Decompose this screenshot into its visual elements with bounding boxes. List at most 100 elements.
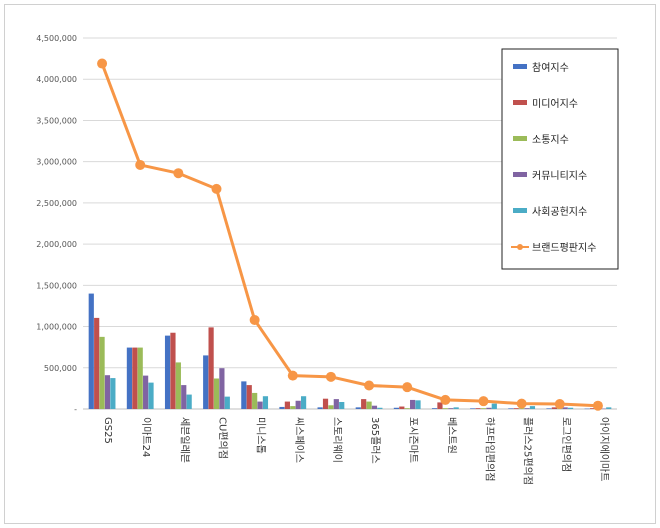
y-tick-label: 1,000,000	[36, 323, 77, 332]
line-point	[249, 314, 260, 325]
bar	[208, 327, 214, 409]
bar	[508, 408, 514, 409]
y-tick-label: 500,000	[44, 364, 77, 373]
legend-marker	[517, 244, 523, 250]
bar	[170, 332, 176, 409]
bar	[257, 401, 263, 409]
bar	[126, 347, 133, 409]
bar	[475, 408, 481, 409]
bar	[606, 407, 612, 409]
bar	[295, 400, 301, 409]
bar	[399, 406, 405, 409]
legend-label: 미디어지수	[532, 98, 578, 110]
x-tick-label: 플러스25편의점	[522, 417, 534, 485]
bar	[491, 403, 497, 409]
bar	[371, 405, 378, 409]
x-tick-label: GS25	[102, 417, 113, 444]
bar	[186, 394, 192, 409]
bar	[175, 362, 181, 409]
bar	[431, 408, 438, 409]
bar	[442, 408, 448, 409]
x-tick-label: 미니스톱	[255, 417, 267, 454]
series-line	[100, 63, 598, 408]
y-tick-label: 2,000,000	[36, 240, 77, 249]
bar	[470, 408, 476, 409]
line-point	[211, 183, 222, 194]
bar	[567, 407, 574, 409]
line-point	[173, 168, 184, 179]
legend-swatch	[513, 64, 527, 69]
bar	[203, 355, 209, 409]
bar	[300, 396, 307, 409]
y-tick-label: 1,500,000	[36, 281, 77, 290]
bar	[486, 407, 492, 409]
legend-swatch	[513, 136, 527, 141]
y-tick-label: -	[74, 405, 77, 414]
bar	[284, 401, 290, 409]
bar	[513, 408, 519, 409]
bar	[339, 401, 345, 409]
bar	[453, 407, 459, 409]
bar	[262, 396, 269, 409]
bar	[361, 399, 367, 409]
y-tick-label: 3,000,000	[36, 158, 77, 167]
x-tick-label: 포시즌마트	[407, 417, 419, 463]
bar	[181, 385, 187, 409]
line-point	[592, 400, 603, 411]
line-point	[287, 370, 298, 381]
bar	[546, 408, 552, 409]
line-point	[364, 380, 375, 391]
bar	[600, 408, 606, 410]
bar	[415, 400, 421, 409]
x-tick-label: 365플러스	[369, 417, 381, 464]
legend-box	[501, 48, 619, 270]
bar	[213, 378, 220, 409]
x-tick-label: 베스트원	[445, 417, 457, 454]
x-tick-label: CU편의점	[217, 417, 229, 459]
legend-label: 소통지수	[532, 134, 569, 146]
line-series	[97, 58, 603, 411]
bar	[94, 317, 100, 409]
bar	[148, 382, 154, 409]
bar	[99, 336, 105, 409]
legend-label: 참여지수	[532, 62, 569, 74]
line-point	[97, 58, 108, 69]
line-point	[478, 396, 489, 407]
x-tick-label: 로그인편의점	[560, 417, 572, 472]
bar-series	[88, 293, 612, 410]
x-tick-label: 스토리웨이	[331, 417, 343, 463]
bar	[322, 398, 329, 409]
line-point	[554, 399, 565, 410]
legend-label: 브랜드평판지수	[532, 242, 596, 254]
bar	[448, 408, 454, 409]
y-tick-label: 4,500,000	[36, 34, 77, 43]
bar	[551, 407, 557, 409]
bar	[219, 368, 225, 409]
bar	[252, 392, 258, 409]
bar	[241, 381, 247, 409]
bar	[317, 407, 323, 409]
x-tick-label: 세븐일레븐	[178, 417, 190, 463]
x-tick-label: 아이지에이마트	[598, 417, 610, 481]
line-point	[325, 371, 336, 382]
bar	[164, 335, 171, 409]
bar	[137, 347, 143, 409]
x-tick-label: 씨스페이스	[293, 417, 305, 463]
bar	[393, 407, 400, 409]
bar	[328, 405, 334, 409]
bar	[246, 385, 252, 409]
bar	[562, 407, 568, 409]
bar	[480, 408, 487, 409]
legend-swatch	[513, 172, 527, 177]
legend-label: 사회공헌지수	[532, 206, 587, 218]
bar	[377, 407, 383, 409]
bar	[366, 401, 372, 409]
y-tick-label: 4,000,000	[36, 75, 77, 84]
bar	[437, 402, 443, 409]
line-point	[135, 159, 146, 170]
bar	[529, 406, 536, 409]
bar	[524, 408, 530, 409]
bar	[104, 375, 111, 409]
bar	[143, 375, 149, 409]
